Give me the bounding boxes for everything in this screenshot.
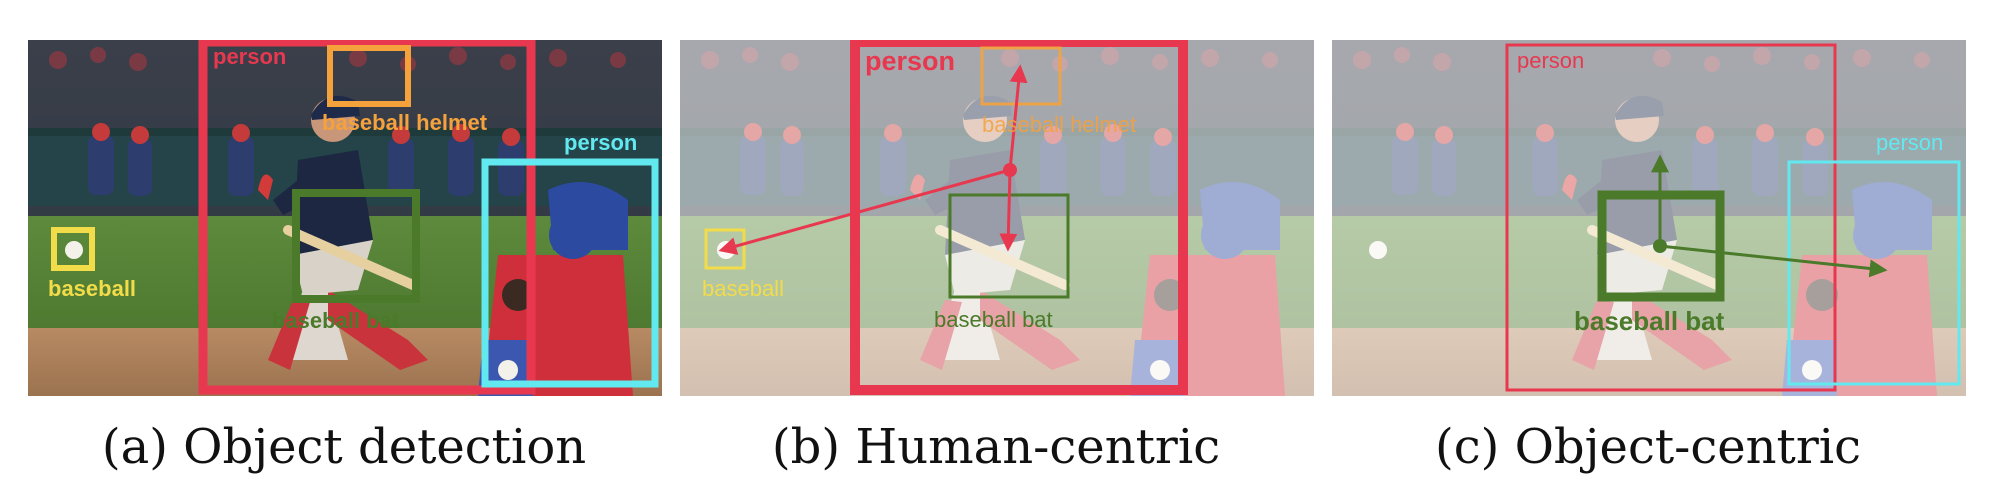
human-centric-overlay: person baseball helmet baseball baseball… xyxy=(702,40,1188,395)
bat-label: baseball bat xyxy=(272,308,400,333)
bat-center-dot xyxy=(1653,239,1667,253)
bat-label: baseball bat xyxy=(934,307,1053,332)
helmet-label: baseball helmet xyxy=(322,110,488,135)
helmet-box xyxy=(327,45,411,107)
caption-human-centric: (b) Human-centric xyxy=(771,419,1221,475)
person-box xyxy=(198,40,536,395)
catcher-box xyxy=(481,158,659,388)
image-fade xyxy=(680,40,1314,396)
person-label: person xyxy=(865,46,955,76)
baseball-label: baseball xyxy=(48,276,136,301)
panel-object-centric: person person baseball bat xyxy=(1332,40,1966,396)
caption-object-centric: (c) Object-centric xyxy=(1434,419,1862,475)
panel-human-centric: person baseball helmet baseball baseball… xyxy=(680,40,1314,396)
baseball-box xyxy=(51,227,95,271)
bat-label: baseball bat xyxy=(1574,306,1725,336)
object-centric-overlay: person person baseball bat xyxy=(1505,43,1961,392)
person-label: person xyxy=(213,44,286,69)
baseball-label: baseball xyxy=(702,276,784,301)
arrow-to-bat xyxy=(999,169,1018,252)
person-center-dot xyxy=(1003,163,1017,177)
arrow-to-helmet xyxy=(1008,64,1028,171)
person-label: person xyxy=(1517,48,1584,73)
helmet-box xyxy=(980,46,1062,106)
catcher-label: person xyxy=(564,130,637,155)
panel-object-detection: person baseball helmet person baseball b… xyxy=(28,40,662,396)
catcher-box xyxy=(1787,160,1961,386)
bat-box xyxy=(292,189,420,303)
helmet-label: baseball helmet xyxy=(982,112,1136,137)
catcher-label: person xyxy=(1876,130,1943,155)
caption-object-detection: (a) Object detection xyxy=(101,419,587,475)
arrow-to-baseball xyxy=(718,168,1011,255)
person-box xyxy=(1505,43,1837,392)
person-box xyxy=(850,40,1188,395)
baseball-box xyxy=(704,228,746,270)
arrow-to-catcher xyxy=(1659,244,1888,278)
image-fade xyxy=(1332,40,1966,396)
detection-overlay: person baseball helmet person baseball b… xyxy=(48,40,659,395)
